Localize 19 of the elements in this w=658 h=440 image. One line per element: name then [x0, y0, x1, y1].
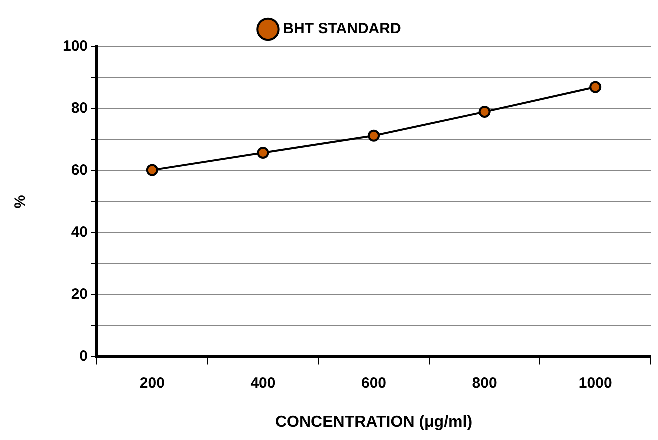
y-tick-label: 60	[71, 162, 88, 180]
y-axis-title: %	[12, 195, 30, 209]
x-tick-label: 800	[472, 374, 498, 392]
legend-label: BHT STANDARD	[283, 20, 402, 38]
point	[478, 106, 491, 118]
x-tick-label: 200	[140, 374, 165, 392]
x-tick-label: 1000	[578, 374, 612, 392]
point	[368, 130, 380, 142]
y-tick-label: 0	[80, 348, 88, 365]
x-axis-title: CONCENTRATION (μg/ml)	[276, 414, 473, 431]
y-tick-label: 20	[71, 286, 88, 303]
point	[590, 81, 602, 94]
point	[146, 164, 158, 176]
y-tick-label: 40	[71, 224, 88, 242]
y-tick-label: 80	[71, 100, 88, 118]
point	[257, 146, 270, 159]
y-tick-label: 100	[62, 38, 88, 56]
x-tick-label: 400	[250, 374, 276, 392]
x-tick-label: 600	[362, 374, 387, 392]
